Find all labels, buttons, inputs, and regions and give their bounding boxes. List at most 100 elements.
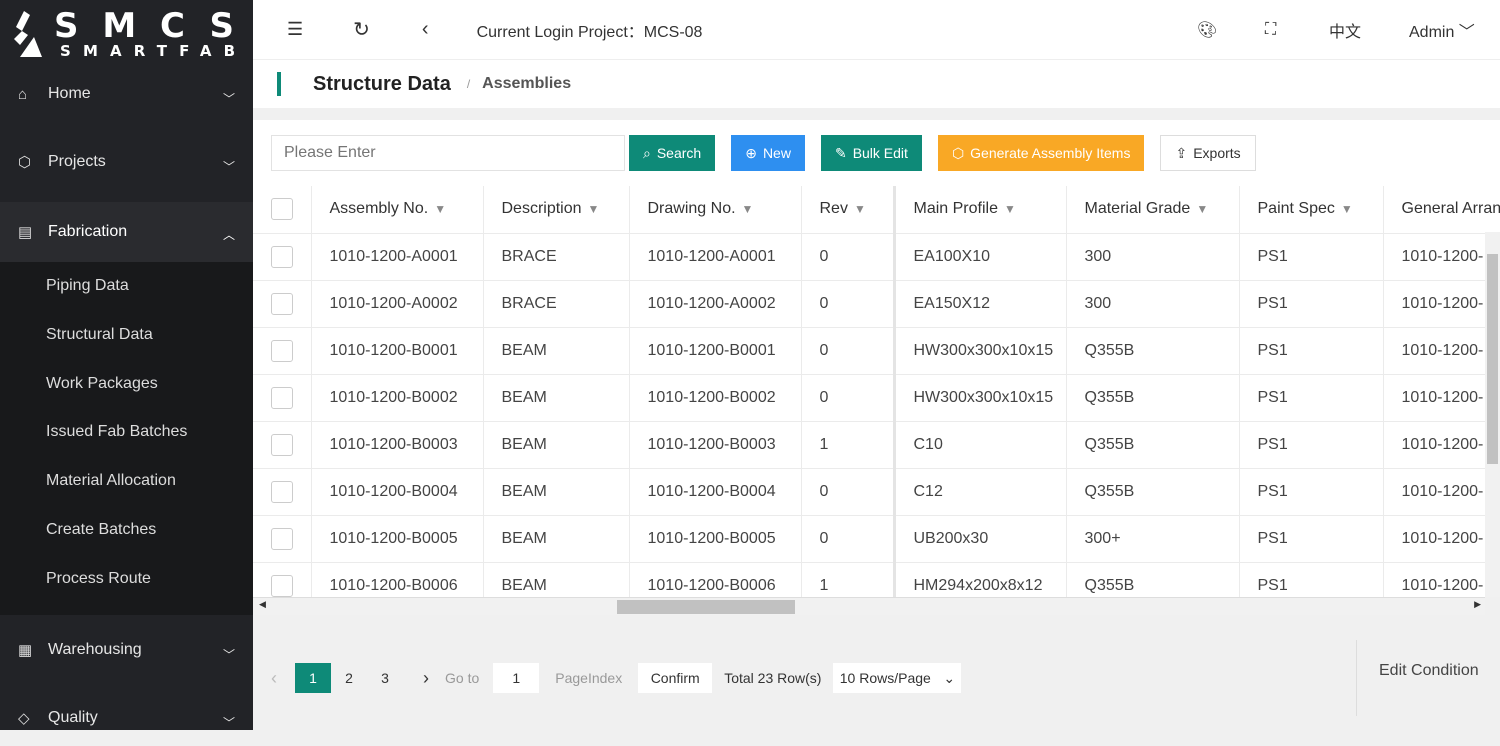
row-checkbox[interactable] xyxy=(271,386,293,409)
submenu-piping-data[interactable]: Piping Data xyxy=(46,277,129,294)
vertical-scrollbar-thumb[interactable] xyxy=(1487,254,1498,464)
column-header[interactable]: Drawing No. ▼ xyxy=(629,186,802,234)
filter-icon[interactable]: ▼ xyxy=(434,202,447,217)
table-cell: BEAM xyxy=(483,421,630,469)
column-header[interactable]: General Arran xyxy=(1383,186,1500,234)
filter-icon[interactable]: ▼ xyxy=(1196,202,1209,217)
next-page-icon[interactable]: › xyxy=(423,667,429,688)
collapse-menu-icon[interactable]: ☰ xyxy=(287,19,304,39)
table-cell: BEAM xyxy=(483,468,630,516)
goto-page-input[interactable]: 1 xyxy=(493,663,540,693)
search-button[interactable]: ⌕ Search xyxy=(629,135,716,171)
edit-condition-button[interactable]: Edit Condition xyxy=(1379,662,1479,679)
filter-icon[interactable]: ▼ xyxy=(587,202,600,217)
table-cell: HW300x300x10x15 xyxy=(894,327,1067,375)
table-row[interactable]: 1010-1200-B0001 BEAM 1010-1200-B0001 0 HW300… xyxy=(253,327,1500,375)
table-row[interactable]: 1010-1200-B0006 BEAM 1010-1200-B0006 1 HM294… xyxy=(253,562,1500,597)
table-cell: 1010-1200-B0003 xyxy=(311,421,484,469)
sidebar-item-quality[interactable]: ◇ Quality ﹀ xyxy=(18,709,235,730)
column-header[interactable]: Paint Spec ▼ xyxy=(1239,186,1384,234)
filter-icon[interactable]: ▼ xyxy=(741,202,754,217)
row-checkbox[interactable] xyxy=(271,433,293,456)
page-1[interactable]: 1 xyxy=(295,663,331,693)
scroll-right-icon[interactable]: ▶ xyxy=(1474,599,1481,609)
new-button[interactable]: ⊕ New xyxy=(731,135,805,171)
table-cell: 1010-1200- xyxy=(1383,280,1500,328)
table-cell: 300+ xyxy=(1066,515,1240,563)
table-row[interactable]: 1010-1200-B0003 BEAM 1010-1200-B0003 1 C10 Q3… xyxy=(253,421,1500,469)
table-cell: PS1 xyxy=(1239,515,1384,563)
sidebar-item-home[interactable]: ⌂ Home ﹀ xyxy=(18,85,235,106)
user-menu[interactable]: Admin ﹀ xyxy=(1409,23,1475,41)
table-row[interactable]: 1010-1200-A0001 BRACE 1010-1200-A0001 0 EA10… xyxy=(253,233,1500,281)
table-cell: C10 xyxy=(894,421,1067,469)
sidebar-item-warehousing[interactable]: ▦ Warehousing ﹀ xyxy=(18,641,235,662)
row-checkbox[interactable] xyxy=(271,245,293,268)
page-size-select[interactable]: 10 Rows/Page ⌄ xyxy=(833,663,962,693)
select-all-checkbox[interactable] xyxy=(271,198,293,221)
table-cell: 1010-1200-B0002 xyxy=(629,374,802,422)
prev-page-icon[interactable]: ‹ xyxy=(271,667,277,688)
table-cell: 0 xyxy=(801,327,896,375)
chevron-down-icon: ﹀ xyxy=(222,160,235,174)
row-checkbox[interactable] xyxy=(271,480,293,503)
theme-palette-icon[interactable]: 🎨︎ xyxy=(1197,21,1218,39)
filter-icon[interactable]: ▼ xyxy=(853,202,866,217)
fullscreen-icon[interactable]: ⛶ xyxy=(1265,20,1277,38)
filter-icon[interactable]: ▼ xyxy=(1003,202,1016,217)
row-checkbox[interactable] xyxy=(271,339,293,362)
search-icon: ⌕ xyxy=(643,144,651,161)
search-input[interactable] xyxy=(271,135,625,171)
table-cell: PS1 xyxy=(1239,421,1384,469)
column-header[interactable]: Assembly No. ▼ xyxy=(311,186,484,234)
submenu-work-packages[interactable]: Work Packages xyxy=(46,374,158,392)
table-cell: 1010-1200-B0001 xyxy=(311,327,484,375)
horizontal-scrollbar[interactable]: ◀ ▶ xyxy=(253,597,1485,615)
row-checkbox[interactable] xyxy=(271,292,293,315)
table-cell: 1010-1200-B0006 xyxy=(311,562,484,597)
submenu-structural-data[interactable]: Structural Data xyxy=(46,325,153,343)
submenu-material-allocation[interactable]: Material Allocation xyxy=(46,472,176,490)
column-header[interactable]: Rev ▼ xyxy=(801,186,896,234)
export-icon: ⇪ xyxy=(1175,144,1188,161)
exports-button[interactable]: ⇪ Exports xyxy=(1160,135,1256,171)
table-row[interactable]: 1010-1200-B0004 BEAM 1010-1200-B0004 0 C12 Q3… xyxy=(253,468,1500,516)
sidebar-item-projects[interactable]: ⬡ Projects ﹀ xyxy=(18,153,235,174)
table-cell: 300 xyxy=(1066,280,1240,328)
table-cell: 0 xyxy=(801,515,896,563)
table-cell: BEAM xyxy=(483,562,630,597)
sidebar: SMCS SMARTFAB ⌂ Home ﹀ ⬡ Projects ﹀ ▤ Fabrica… xyxy=(0,0,253,730)
table-row[interactable]: 1010-1200-B0002 BEAM 1010-1200-B0002 0 HW300… xyxy=(253,374,1500,422)
generate-assembly-items-button[interactable]: ⬡ Generate Assembly Items xyxy=(937,135,1145,171)
vertical-scrollbar[interactable] xyxy=(1485,232,1500,597)
toolbar: ⌕Search ⊕New ✎Bulk Edit ⬡Generate Assemb… xyxy=(253,120,1500,186)
language-switch[interactable]: 中文 xyxy=(1329,23,1362,41)
table-cell: 0 xyxy=(801,468,896,516)
submenu-issued-fab-batches[interactable]: Issued Fab Batches xyxy=(46,423,188,441)
sidebar-item-fabrication[interactable]: ▤ Fabrication ︿ xyxy=(0,202,253,262)
column-header[interactable]: Material Grade ▼ xyxy=(1066,186,1240,234)
table-row[interactable]: 1010-1200-A0002 BRACE 1010-1200-A0002 0 EA15… xyxy=(253,280,1500,328)
bulk-edit-button[interactable]: ✎ Bulk Edit xyxy=(820,135,922,171)
submenu-create-batches[interactable]: Create Batches xyxy=(46,520,157,538)
submenu-process-route[interactable]: Process Route xyxy=(46,569,151,587)
row-checkbox[interactable] xyxy=(271,527,293,550)
table-cell: 1010-1200-A0001 xyxy=(311,233,484,281)
table-cell: BEAM xyxy=(483,515,630,563)
refresh-icon[interactable]: ↻ xyxy=(353,19,370,41)
table-cell: Q355B xyxy=(1066,468,1240,516)
page-3[interactable]: 3 xyxy=(381,670,389,686)
smcs-logo: SMCS SMARTFAB xyxy=(14,6,235,57)
column-header[interactable]: Main Profile ▼ xyxy=(894,186,1067,234)
confirm-button[interactable]: Confirm xyxy=(638,663,713,693)
column-header[interactable]: Description ▼ xyxy=(483,186,630,234)
page-2[interactable]: 2 xyxy=(345,670,353,686)
scroll-left-icon[interactable]: ◀ xyxy=(259,599,266,609)
table-cell: 0 xyxy=(801,280,896,328)
table-row[interactable]: 1010-1200-B0005 BEAM 1010-1200-B0005 0 UB200… xyxy=(253,515,1500,563)
filter-icon[interactable]: ▼ xyxy=(1340,202,1353,217)
back-icon[interactable]: ‹ xyxy=(421,18,429,40)
scrollbar-thumb[interactable] xyxy=(617,600,795,614)
clipboard-icon: ▤ xyxy=(18,224,33,241)
row-checkbox[interactable] xyxy=(271,574,293,597)
